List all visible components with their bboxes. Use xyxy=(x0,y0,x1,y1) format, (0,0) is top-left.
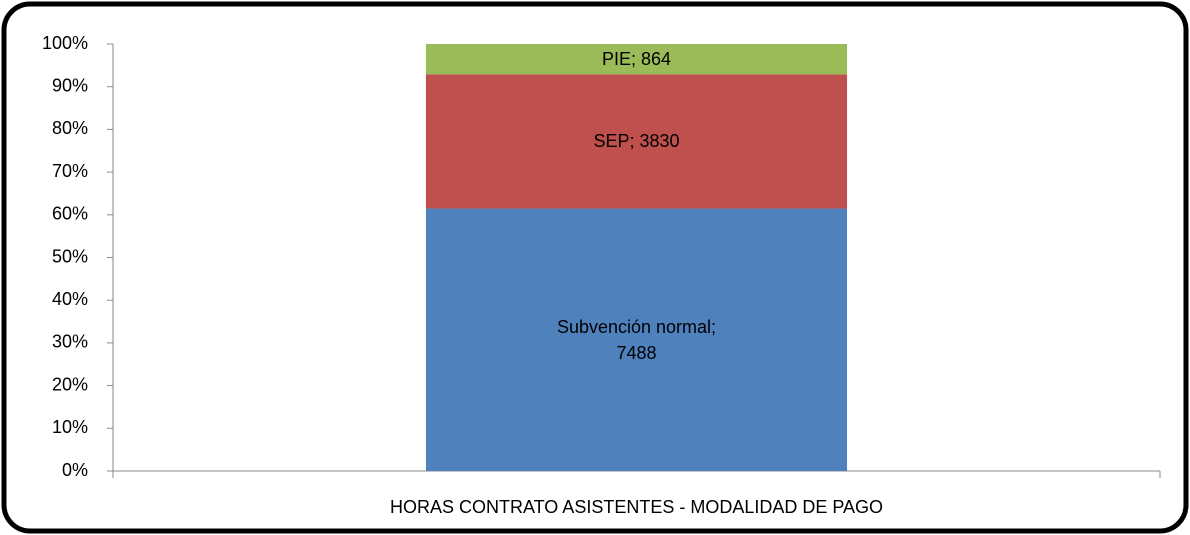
y-tick-label: 10% xyxy=(52,417,88,437)
data-label: SEP; 3830 xyxy=(593,131,680,152)
y-tick-label: 30% xyxy=(52,332,88,352)
x-tick-label: HORAS CONTRATO ASISTENTES - MODALIDAD DE… xyxy=(390,497,883,517)
y-tick-label: 0% xyxy=(62,460,88,480)
y-tick-label: 50% xyxy=(52,246,88,266)
bar-segment xyxy=(425,44,848,75)
y-tick-label: 80% xyxy=(52,118,88,138)
y-tick-label: 100% xyxy=(42,33,88,53)
y-tick-label: 60% xyxy=(52,204,88,224)
y-tick-label: 40% xyxy=(52,289,88,309)
bar-segment xyxy=(425,208,848,471)
bar-segment xyxy=(425,74,848,209)
y-tick-label: 20% xyxy=(52,374,88,394)
data-label: PIE; 864 xyxy=(601,49,672,70)
y-tick-label: 90% xyxy=(52,75,88,95)
data-label: Subvención normal; 7488 xyxy=(556,316,717,363)
y-tick-label: 70% xyxy=(52,161,88,181)
